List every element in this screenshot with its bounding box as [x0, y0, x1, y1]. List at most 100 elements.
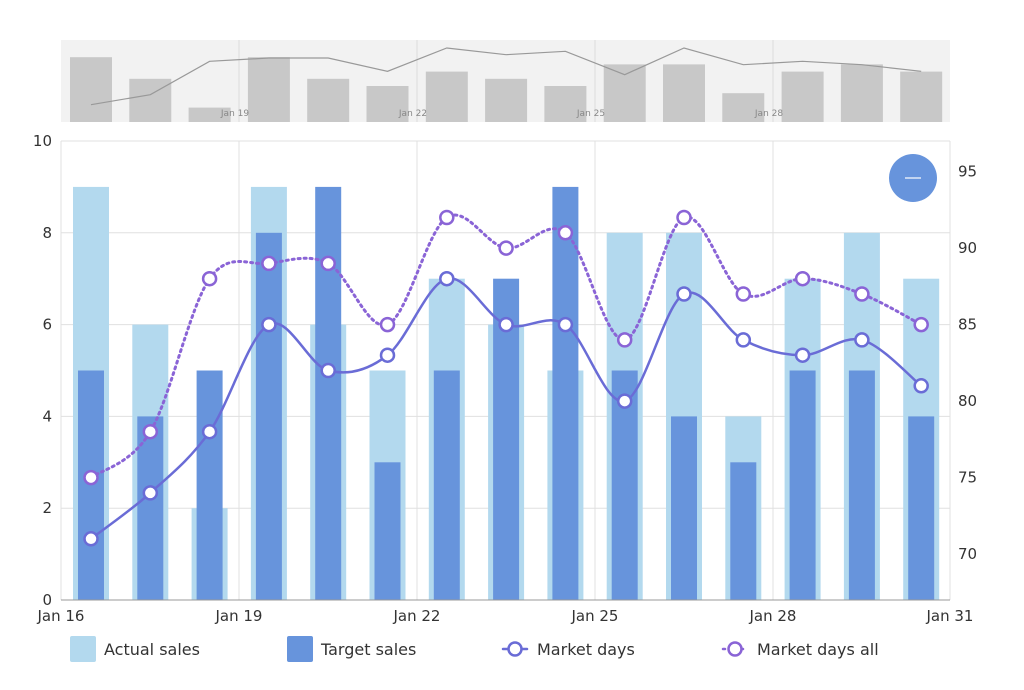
market-days-all-point — [201, 270, 218, 287]
navigator-bar — [129, 78, 172, 122]
navigator-line — [90, 47, 922, 106]
market-days-point — [854, 332, 870, 348]
navigator[interactable]: Jan 19 Jan 22 Jan 25 Jan 28 — [61, 40, 950, 123]
market-days-all-point — [913, 316, 929, 333]
target-sales-bar — [908, 416, 935, 600]
x-tick-label: Jan 22 — [393, 607, 441, 625]
navigator-bar — [722, 93, 765, 122]
navigator-tick-labels: Jan 19 Jan 22 Jan 25 Jan 28 — [220, 109, 783, 119]
x-tick-label: Jan 25 — [571, 607, 619, 625]
market-days-point — [320, 362, 336, 379]
legend-label: Actual sales — [104, 640, 200, 659]
y-left-tick-label: 10 — [33, 132, 52, 150]
market-days-point — [676, 286, 692, 302]
market-days-points — [83, 270, 929, 547]
target-sales-bar — [315, 186, 342, 600]
y-left-tick-label: 0 — [42, 591, 52, 609]
navigator-tick-label: Jan 19 — [220, 109, 249, 119]
target-sales-bar — [196, 370, 223, 600]
x-tick-label: Jan 28 — [749, 607, 797, 625]
target-sales-bar — [730, 462, 757, 600]
x-axis: Jan 16 Jan 19 Jan 22 Jan 25 Jan 28 Jan 31 — [37, 607, 974, 625]
market-days-point — [913, 378, 929, 394]
legend-swatch — [287, 636, 313, 662]
navigator-bar — [425, 71, 468, 122]
market-days-point — [142, 485, 159, 501]
target-sales-bar — [255, 232, 282, 601]
navigator-bar — [366, 86, 409, 122]
market-days-point — [794, 347, 811, 363]
y-left-tick-label: 8 — [42, 224, 52, 242]
navigator-bar — [781, 71, 824, 122]
navigator-tick-label: Jan 25 — [576, 109, 605, 119]
market-days-point — [735, 332, 752, 348]
y-right-tick-label: 70 — [958, 545, 977, 563]
legend-label: Market days — [537, 640, 635, 659]
x-tick-label: Jan 31 — [926, 607, 974, 625]
y-left-tick-label: 2 — [42, 499, 52, 517]
legend-item: Actual sales — [70, 636, 200, 662]
navigator-grid — [238, 40, 774, 122]
legend-swatch-marker — [727, 641, 743, 657]
market-days-point — [557, 316, 574, 333]
y-right-tick-label: 85 — [958, 316, 977, 334]
navigator-bar — [485, 78, 528, 122]
market-days-point — [261, 316, 277, 333]
market-days-all-point — [261, 255, 277, 272]
navigator-bar — [247, 57, 290, 123]
market-days-all-point — [735, 286, 752, 302]
y-left-tick-label: 6 — [42, 316, 52, 334]
legend-label: Market days all — [757, 640, 879, 659]
market-days-all-point — [83, 469, 99, 486]
market-days-all-point — [794, 270, 811, 287]
legend-swatch — [70, 636, 96, 662]
zoom-out-button[interactable] — [889, 154, 937, 202]
navigator-bar — [188, 107, 231, 122]
target-sales-bar — [671, 416, 697, 600]
market-days-all-point — [616, 332, 633, 348]
navigator-bar — [307, 78, 350, 122]
market-days-point — [616, 393, 633, 409]
market-days-point — [379, 347, 396, 363]
target-sales-bar — [789, 370, 816, 600]
market-days-all-points — [83, 209, 929, 486]
market-days-all-point — [498, 240, 514, 256]
navigator-tick-label: Jan 22 — [398, 109, 427, 119]
market-days-point — [498, 316, 514, 333]
target-sales-bar — [433, 370, 460, 600]
legend-label: Target sales — [320, 640, 416, 659]
y-right-tick-label: 80 — [958, 392, 977, 410]
market-days-all-point — [142, 423, 159, 440]
navigator-bars — [70, 57, 943, 123]
legend-item: Market days all — [721, 640, 879, 659]
target-sales-bar — [137, 416, 164, 600]
x-tick-label: Jan 16 — [37, 607, 85, 625]
market-days-all-point — [676, 209, 692, 226]
y-right-tick-label: 90 — [958, 239, 977, 257]
legend-item: Market days — [501, 640, 635, 659]
market-days-all-point — [320, 255, 336, 272]
target-sales-bar — [374, 462, 401, 600]
navigator-bar — [544, 86, 587, 122]
legend-swatch-marker — [507, 641, 523, 657]
legend: Actual sales Target sales Market days Marke… — [70, 636, 879, 662]
legend-item: Target sales — [287, 636, 416, 662]
y-left-tick-label: 4 — [42, 407, 52, 425]
y-right-tick-label: 95 — [958, 163, 977, 181]
navigator-tick-label: Jan 28 — [754, 109, 783, 119]
market-days-all-point — [379, 316, 396, 333]
market-days-point — [83, 531, 99, 547]
navigator-bar — [900, 71, 943, 122]
navigator-bar — [603, 64, 646, 122]
y-axis-right: 70 75 80 85 90 95 — [958, 163, 977, 563]
plot-area — [60, 140, 951, 601]
target-sales-bar — [848, 370, 875, 600]
x-tick-label: Jan 19 — [215, 607, 263, 625]
navigator-bar — [840, 64, 883, 122]
market-days-all-point — [439, 209, 455, 226]
market-days-point — [439, 270, 455, 287]
target-sales-bar — [552, 186, 579, 600]
navigator-bar — [70, 57, 112, 123]
market-days-all-point — [854, 286, 870, 302]
